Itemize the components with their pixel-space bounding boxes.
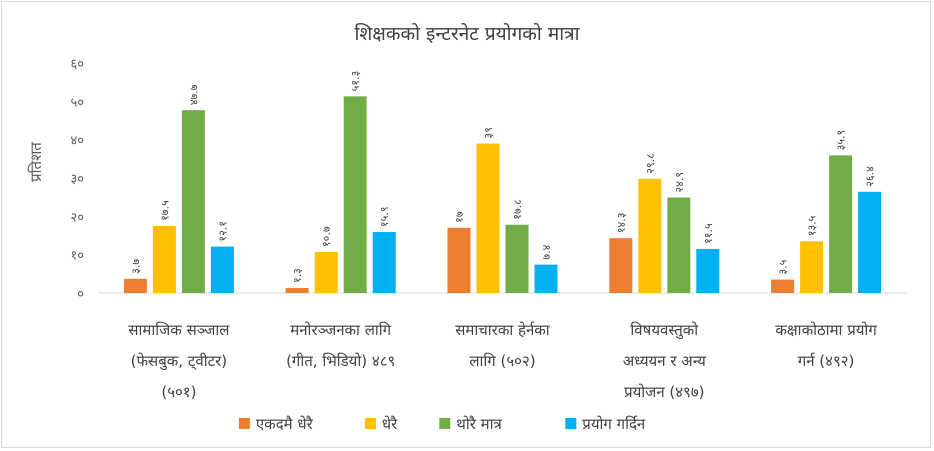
category-label: गर्न (४९२): [798, 352, 855, 370]
bar-value-label: १०.७: [320, 226, 333, 247]
bar: [609, 238, 633, 293]
bar: [505, 224, 529, 293]
y-tick-label: २०: [70, 210, 84, 225]
category-label: (५०१): [161, 383, 196, 401]
category-label: (गीत, भिडियो) ४८९: [286, 352, 395, 370]
y-axis-label: प्रतिशत: [27, 142, 45, 182]
y-tick-label: ६०: [70, 57, 84, 72]
bar-value-label: २६.४: [864, 166, 877, 187]
bar-value-label: ४७.७: [187, 84, 200, 105]
category-label: अध्ययन र अन्य: [623, 352, 706, 370]
bar-value-label: २४.९: [673, 172, 686, 193]
bar: [343, 96, 367, 293]
bar-value-label: ३९: [482, 127, 495, 138]
bar: [800, 241, 824, 293]
legend-label: धेरै: [382, 415, 398, 433]
bar-value-label: १२.१: [216, 221, 229, 242]
bar-value-label: ३.७: [129, 259, 142, 274]
legend-swatch: [565, 418, 577, 429]
y-axis-ticks: ० १० २० ३० ४० ५० ६०: [70, 57, 84, 302]
bar-value-label: १७.५: [158, 200, 171, 221]
bar: [667, 197, 691, 293]
bar-value-label: ११.५: [702, 223, 715, 244]
bar-value-label: १७.८: [511, 199, 524, 220]
bar: [829, 155, 853, 293]
legend-swatch: [238, 418, 250, 429]
bar-value-label: १.३: [291, 268, 304, 283]
bar: [858, 191, 882, 293]
category-label: समाचारका हेर्नका: [455, 321, 551, 339]
category-labels: सामाजिक सञ्जाल (फेसबुक, ट्वीटर) (५०१) मनोरञ…: [128, 321, 877, 401]
legend-label: प्रयोग गर्दिन: [582, 415, 646, 433]
legend-swatch: [364, 418, 376, 429]
bar-value-label: १५.९: [378, 206, 391, 227]
bar: [285, 288, 309, 293]
y-tick-label: ५०: [70, 95, 84, 110]
legend: एकदमै धेरै धेरै थोरै मात्र प्रयोग गर्दिन: [238, 415, 646, 433]
bar: [123, 278, 147, 293]
category-label: मनोरञ्जनका लागि: [290, 321, 391, 339]
bar: [638, 178, 662, 293]
bar-value-label: २९.८: [644, 153, 657, 174]
legend-label: थोरै मात्र: [456, 415, 502, 433]
legend-label: एकदमै धेरै: [256, 415, 314, 433]
y-tick-label: १०: [70, 249, 84, 264]
bar: [181, 110, 205, 294]
bar-value-label: १४.३: [615, 213, 628, 234]
y-tick-label: ०: [77, 287, 84, 302]
category-label: विषयवस्तुको: [630, 321, 699, 340]
bar: [314, 251, 338, 293]
bar-value-label: ५१.३: [349, 71, 362, 92]
bar-value-label: १७: [453, 211, 466, 223]
chart-title: शिक्षकको इन्टरनेट प्रयोगको मात्रा: [354, 22, 580, 45]
bar: [372, 232, 396, 293]
bar-value-label: १३.५: [806, 215, 819, 236]
bar-value-label: ३.५: [777, 259, 790, 274]
y-tick-label: ४०: [70, 134, 84, 149]
category-label: कक्षाकोठामा प्रयोग: [775, 321, 877, 339]
bar-value-label: ३५.९: [835, 130, 848, 151]
legend-swatch: [439, 418, 451, 429]
bar: [447, 227, 471, 293]
category-label: प्रयोजन (४९७): [624, 383, 704, 401]
bar: [152, 225, 176, 293]
bars-group: [123, 96, 882, 294]
category-label: सामाजिक सञ्जाल: [128, 321, 230, 339]
bar: [476, 143, 500, 293]
y-tick-label: ३०: [70, 172, 84, 187]
bar: [210, 246, 234, 293]
bar: [696, 248, 720, 293]
category-label: लागि (५०२): [469, 352, 535, 370]
bar-value-label: ७.४: [540, 244, 553, 259]
bar: [534, 264, 558, 293]
data-labels-group: ३.७ १७.५ ४७.७ १२.१ १.३ १०.७ ५१.३ १५.९ १७ ३९ १७.८ ७.…: [129, 71, 876, 283]
bar: [771, 279, 795, 293]
category-label: (फेसबुक, ट्वीटर): [131, 352, 228, 371]
